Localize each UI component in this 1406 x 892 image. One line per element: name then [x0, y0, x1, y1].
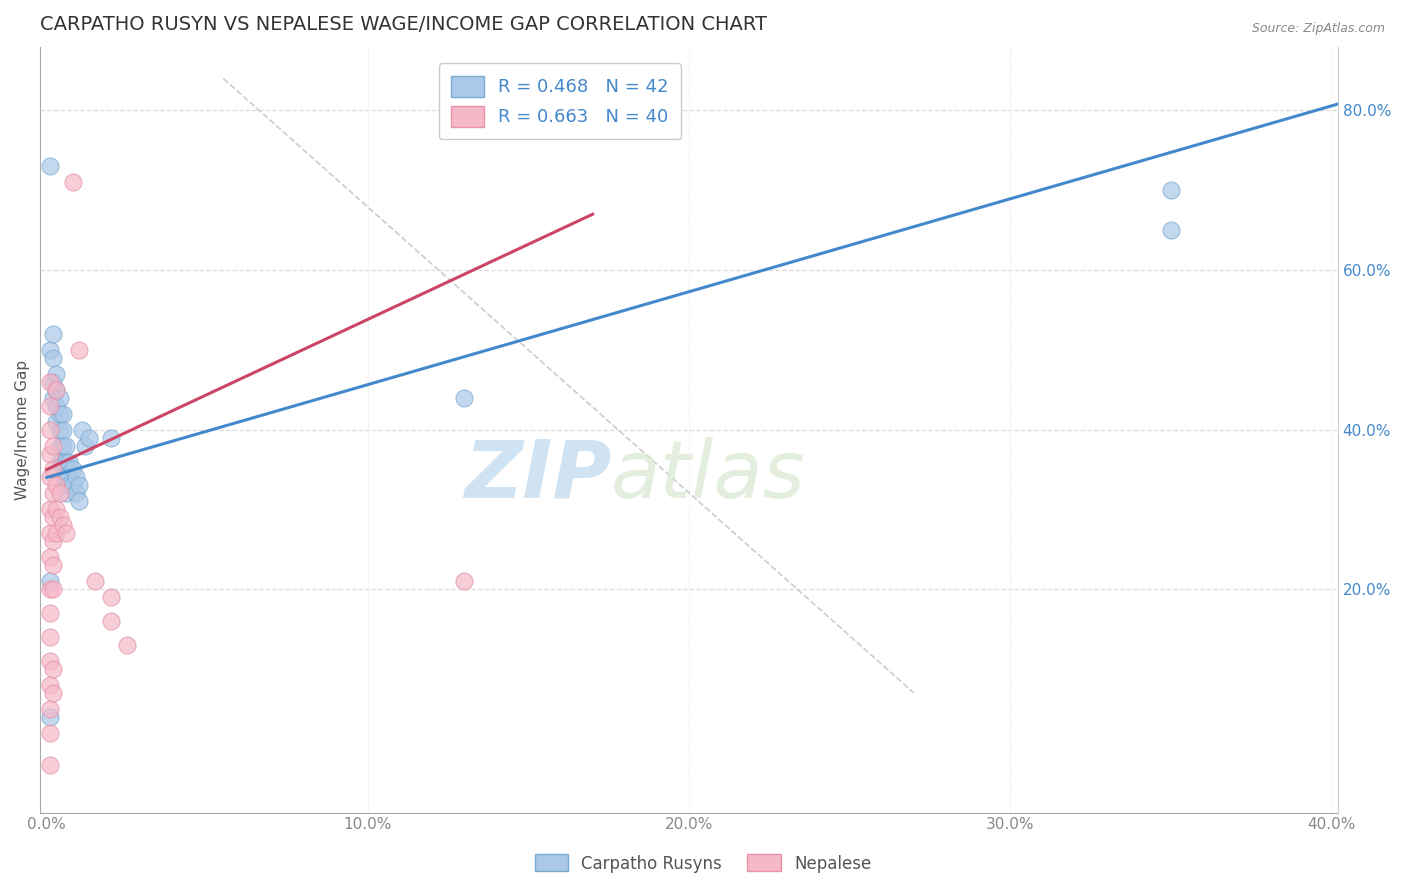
- Point: [39, 375, 62, 389]
- Point: [42, 351, 65, 365]
- Point: [55, 454, 77, 468]
- Point: [52, 423, 75, 437]
- Point: [48, 391, 70, 405]
- Point: [39, 343, 62, 357]
- Point: [55, 439, 77, 453]
- Point: [52, 518, 75, 533]
- Point: [65, 486, 87, 500]
- Legend: Carpatho Rusyns, Nepalese: Carpatho Rusyns, Nepalese: [529, 847, 877, 880]
- Point: [48, 486, 70, 500]
- Text: CARPATHO RUSYN VS NEPALESE WAGE/INCOME GAP CORRELATION CHART: CARPATHO RUSYN VS NEPALESE WAGE/INCOME G…: [41, 15, 768, 34]
- Point: [39, 582, 62, 596]
- Point: [453, 574, 475, 589]
- Point: [67, 478, 90, 492]
- Point: [48, 510, 70, 524]
- Point: [39, 423, 62, 437]
- Point: [100, 614, 122, 628]
- Y-axis label: Wage/Income Gap: Wage/Income Gap: [15, 359, 30, 500]
- Point: [42, 534, 65, 549]
- Point: [70, 423, 93, 437]
- Point: [75, 439, 97, 453]
- Point: [42, 439, 65, 453]
- Point: [42, 662, 65, 676]
- Point: [45, 383, 67, 397]
- Point: [42, 326, 65, 341]
- Point: [42, 582, 65, 596]
- Point: [39, 526, 62, 541]
- Point: [39, 446, 62, 460]
- Point: [115, 638, 138, 652]
- Point: [42, 558, 65, 573]
- Point: [52, 454, 75, 468]
- Point: [42, 510, 65, 524]
- Point: [62, 462, 84, 476]
- Point: [55, 486, 77, 500]
- Point: [39, 654, 62, 668]
- Point: [39, 159, 62, 173]
- Point: [39, 574, 62, 589]
- Point: [52, 439, 75, 453]
- Point: [45, 526, 67, 541]
- Point: [39, 710, 62, 724]
- Text: ZIP: ZIP: [464, 436, 612, 515]
- Point: [52, 407, 75, 421]
- Text: Source: ZipAtlas.com: Source: ZipAtlas.com: [1251, 22, 1385, 36]
- Point: [42, 375, 65, 389]
- Point: [45, 415, 67, 429]
- Point: [42, 486, 65, 500]
- Point: [100, 590, 122, 604]
- Point: [45, 478, 67, 492]
- Point: [100, 431, 122, 445]
- Text: atlas: atlas: [612, 436, 806, 515]
- Point: [45, 367, 67, 381]
- Point: [39, 757, 62, 772]
- Point: [453, 391, 475, 405]
- Point: [42, 686, 65, 700]
- Point: [1160, 183, 1182, 197]
- Point: [48, 439, 70, 453]
- Point: [42, 462, 65, 476]
- Point: [39, 678, 62, 692]
- Point: [39, 399, 62, 413]
- Point: [52, 470, 75, 484]
- Point: [48, 454, 70, 468]
- Point: [39, 725, 62, 739]
- Point: [62, 478, 84, 492]
- Point: [45, 383, 67, 397]
- Legend: R = 0.468   N = 42, R = 0.663   N = 40: R = 0.468 N = 42, R = 0.663 N = 40: [439, 63, 682, 139]
- Point: [77, 431, 100, 445]
- Point: [39, 630, 62, 644]
- Point: [45, 502, 67, 516]
- Point: [62, 175, 84, 189]
- Point: [48, 407, 70, 421]
- Point: [45, 399, 67, 413]
- Point: [39, 470, 62, 484]
- Point: [84, 574, 107, 589]
- Point: [39, 702, 62, 716]
- Point: [55, 470, 77, 484]
- Point: [1160, 223, 1182, 237]
- Point: [48, 423, 70, 437]
- Point: [58, 470, 80, 484]
- Point: [65, 470, 87, 484]
- Point: [67, 494, 90, 508]
- Point: [42, 391, 65, 405]
- Point: [58, 454, 80, 468]
- Point: [39, 502, 62, 516]
- Point: [67, 343, 90, 357]
- Point: [58, 478, 80, 492]
- Point: [39, 550, 62, 565]
- Point: [55, 526, 77, 541]
- Point: [39, 606, 62, 620]
